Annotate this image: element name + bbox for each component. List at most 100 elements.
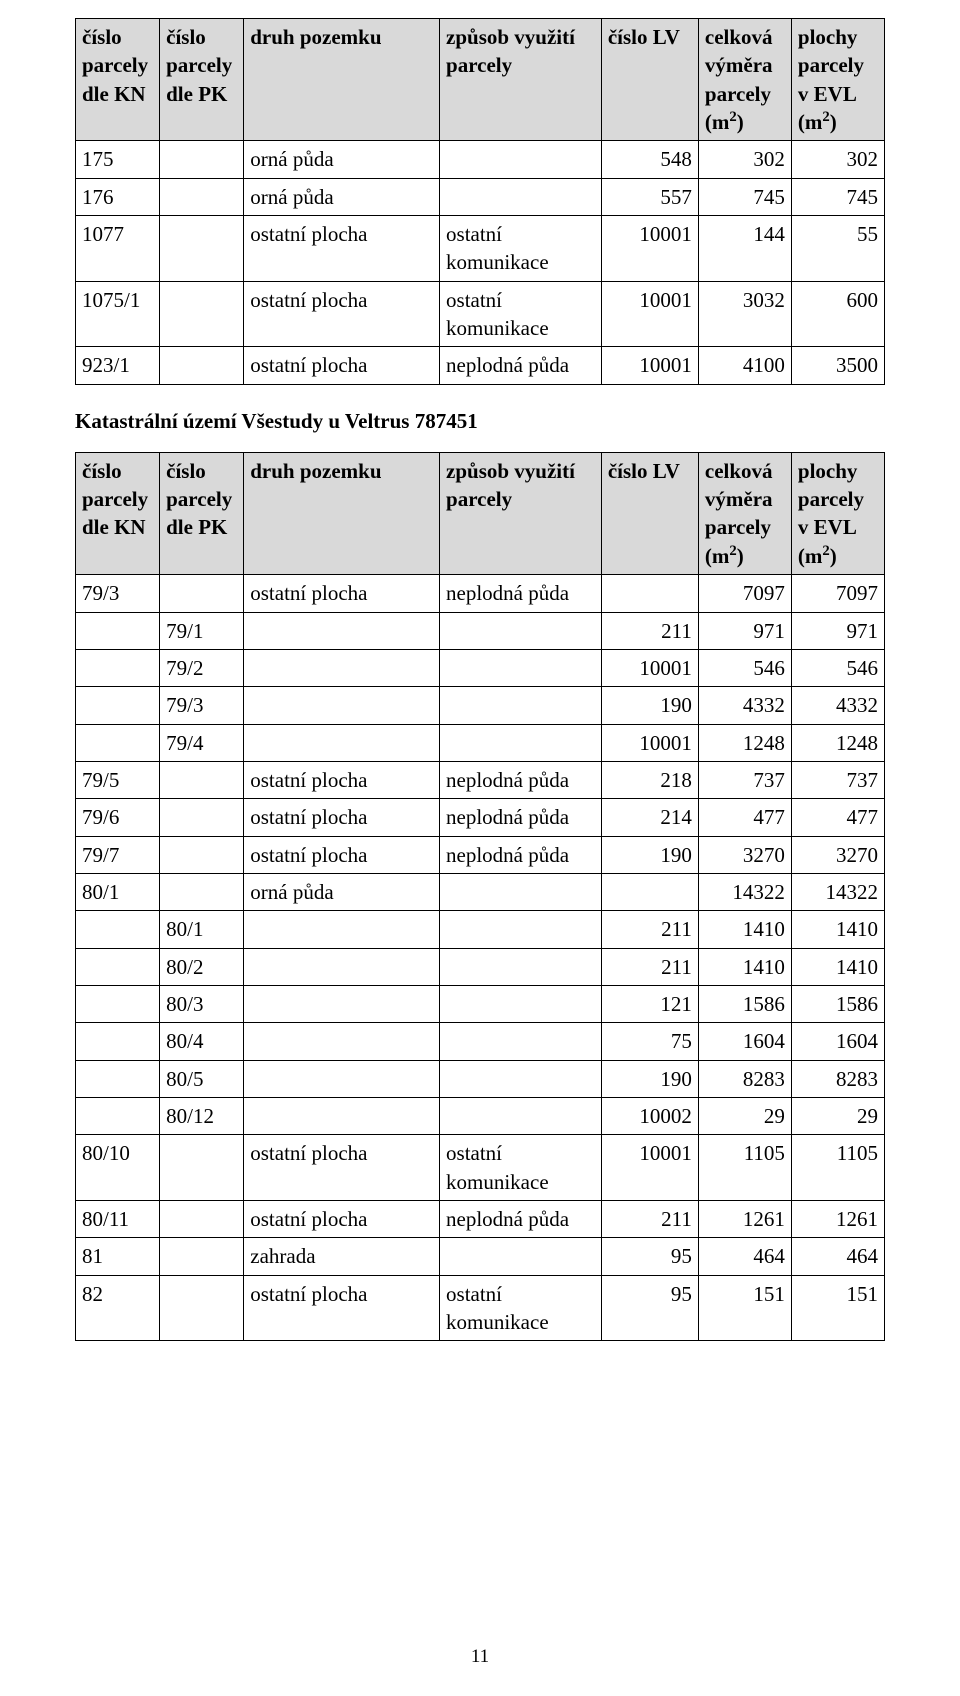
col-kn-label: čísloparcelydle KN xyxy=(82,459,148,540)
cell-kn xyxy=(76,687,160,724)
cell-vyuz: neplodná půda xyxy=(440,575,602,612)
cell-pk xyxy=(160,281,244,347)
cell-vym: 4100 xyxy=(698,347,791,384)
cell-druh xyxy=(244,1023,440,1060)
cell-evl: 1261 xyxy=(791,1201,884,1238)
table-row: 80/12100022929 xyxy=(76,1097,885,1134)
cell-vyuz: neplodná půda xyxy=(440,1201,602,1238)
cell-vyuz xyxy=(440,1023,602,1060)
table-row: 175orná půda548302302 xyxy=(76,141,885,178)
col-lv: číslo LV xyxy=(601,452,698,574)
col-druh: druh pozemku xyxy=(244,452,440,574)
cell-kn xyxy=(76,1023,160,1060)
cell-kn: 175 xyxy=(76,141,160,178)
cell-druh xyxy=(244,911,440,948)
cell-pk xyxy=(160,1201,244,1238)
cell-evl: 1410 xyxy=(791,948,884,985)
cell-vyuz xyxy=(440,911,602,948)
cell-druh xyxy=(244,1097,440,1134)
col-lv: číslo LV xyxy=(601,19,698,141)
cell-vyuz: ostatníkomunikace xyxy=(440,281,602,347)
table-row: 1075/1ostatní plochaostatníkomunikace100… xyxy=(76,281,885,347)
cell-evl: 464 xyxy=(791,1238,884,1275)
col-evl: plochyparcelyv EVL(m2) xyxy=(791,452,884,574)
cell-pk xyxy=(160,347,244,384)
cell-evl: 302 xyxy=(791,141,884,178)
cell-evl: 477 xyxy=(791,799,884,836)
cell-vym: 302 xyxy=(698,141,791,178)
col-vyuz-label: způsob využitíparcely xyxy=(446,459,575,511)
cell-lv: 95 xyxy=(601,1238,698,1275)
cell-lv: 10001 xyxy=(601,649,698,686)
cell-lv: 121 xyxy=(601,985,698,1022)
cell-vym: 546 xyxy=(698,649,791,686)
table-row: 80/312115861586 xyxy=(76,985,885,1022)
col-vyuz: způsob využitíparcely xyxy=(440,452,602,574)
cell-vym: 14322 xyxy=(698,873,791,910)
cell-vyuz: ostatníkomunikace xyxy=(440,1135,602,1201)
col-pk-label: čísloparcelydle PK xyxy=(166,25,232,106)
col-lv-label: číslo LV xyxy=(608,459,680,483)
cell-druh: ostatní plocha xyxy=(244,1135,440,1201)
cell-pk xyxy=(160,799,244,836)
cell-lv: 10001 xyxy=(601,216,698,282)
col-vym: celkovávýměraparcely(m2) xyxy=(698,19,791,141)
cell-vym: 29 xyxy=(698,1097,791,1134)
cell-kn xyxy=(76,985,160,1022)
cell-vym: 3270 xyxy=(698,836,791,873)
table-1-head: čísloparcelydle KN čísloparcelydle PK dr… xyxy=(76,19,885,141)
cell-druh: orná půda xyxy=(244,873,440,910)
cell-druh xyxy=(244,687,440,724)
cell-vym: 1248 xyxy=(698,724,791,761)
cell-druh: ostatní plocha xyxy=(244,216,440,282)
cell-vyuz xyxy=(440,141,602,178)
cell-vyuz: neplodná půda xyxy=(440,347,602,384)
cell-vym: 7097 xyxy=(698,575,791,612)
cell-druh xyxy=(244,649,440,686)
table-2-head: čísloparcelydle KN čísloparcelydle PK dr… xyxy=(76,452,885,574)
section-title: Katastrální území Všestudy u Veltrus 787… xyxy=(75,409,885,434)
cell-pk: 80/1 xyxy=(160,911,244,948)
cell-druh: ostatní plocha xyxy=(244,347,440,384)
table-row: 80/11ostatní plochaneplodná půda21112611… xyxy=(76,1201,885,1238)
cell-pk: 80/12 xyxy=(160,1097,244,1134)
cell-pk: 80/3 xyxy=(160,985,244,1022)
cell-kn: 1075/1 xyxy=(76,281,160,347)
cell-lv xyxy=(601,575,698,612)
table-1-body: 175orná půda548302302176orná půda5577457… xyxy=(76,141,885,384)
col-pk: čísloparcelydle PK xyxy=(160,19,244,141)
cell-evl: 55 xyxy=(791,216,884,282)
cell-druh: ostatní plocha xyxy=(244,799,440,836)
cell-kn xyxy=(76,724,160,761)
table-row: 79/319043324332 xyxy=(76,687,885,724)
col-druh-label: druh pozemku xyxy=(250,25,381,49)
cell-druh: orná půda xyxy=(244,141,440,178)
cell-pk xyxy=(160,1275,244,1341)
col-druh-label: druh pozemku xyxy=(250,459,381,483)
cell-lv: 10002 xyxy=(601,1097,698,1134)
cell-evl: 151 xyxy=(791,1275,884,1341)
cell-vyuz: ostatníkomunikace xyxy=(440,1275,602,1341)
cell-kn: 81 xyxy=(76,1238,160,1275)
cell-pk: 80/5 xyxy=(160,1060,244,1097)
table-2-body: 79/3ostatní plochaneplodná půda709770977… xyxy=(76,575,885,1341)
cell-evl: 1105 xyxy=(791,1135,884,1201)
cell-evl: 3270 xyxy=(791,836,884,873)
table-row: 79/210001546546 xyxy=(76,649,885,686)
cell-evl: 1586 xyxy=(791,985,884,1022)
table-row: 176orná půda557745745 xyxy=(76,178,885,215)
cell-druh: zahrada xyxy=(244,1238,440,1275)
col-evl-label: plochyparcelyv EVL(m2) xyxy=(798,25,864,134)
col-vym-label: celkovávýměraparcely(m2) xyxy=(705,25,773,134)
cell-vym: 1604 xyxy=(698,1023,791,1060)
cell-vym: 971 xyxy=(698,612,791,649)
cell-vym: 745 xyxy=(698,178,791,215)
cell-vym: 1105 xyxy=(698,1135,791,1201)
cell-druh: ostatní plocha xyxy=(244,1275,440,1341)
table-row: 79/1211971971 xyxy=(76,612,885,649)
cell-kn xyxy=(76,1097,160,1134)
cell-evl: 745 xyxy=(791,178,884,215)
col-kn: čísloparcelydle KN xyxy=(76,452,160,574)
page: čísloparcelydle KN čísloparcelydle PK dr… xyxy=(0,0,960,1696)
col-vym-label: celkovávýměraparcely(m2) xyxy=(705,459,773,568)
